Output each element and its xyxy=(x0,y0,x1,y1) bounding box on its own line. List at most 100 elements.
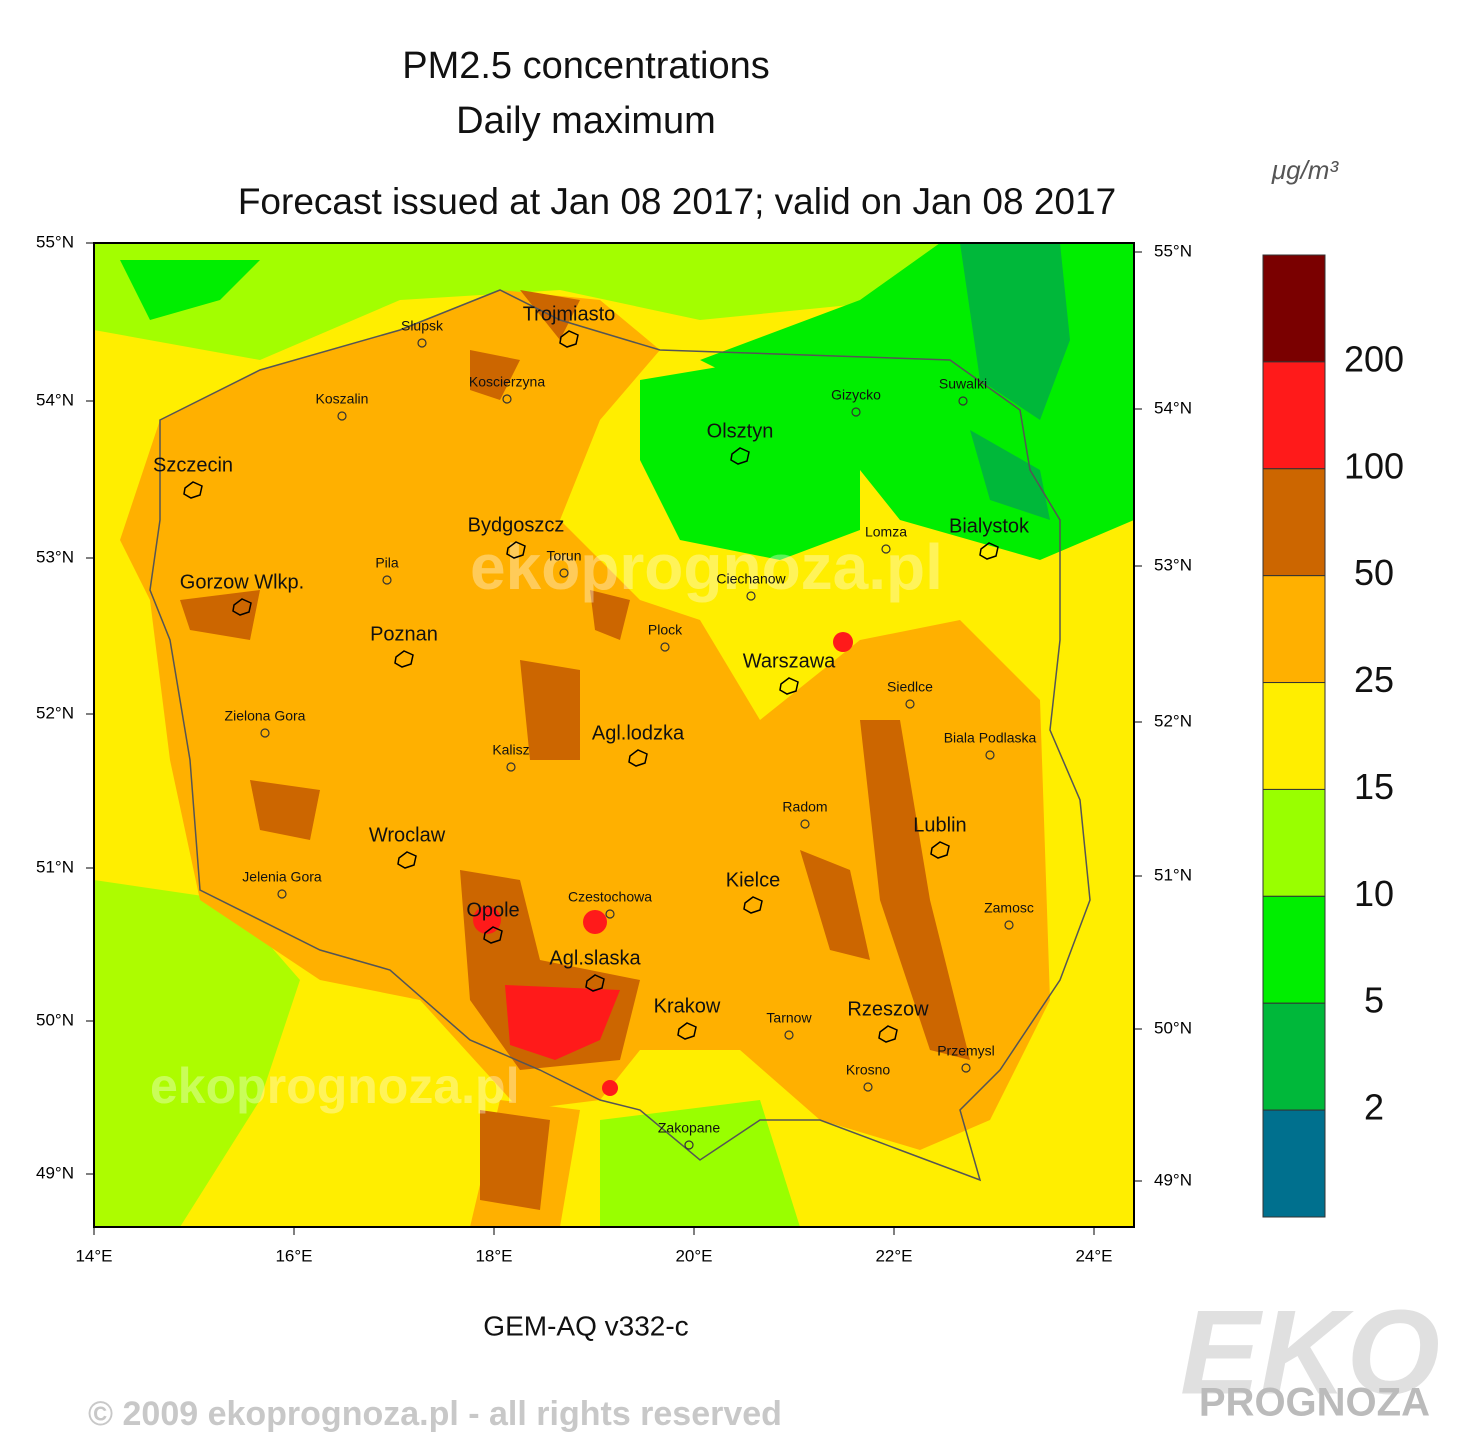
city-outline xyxy=(677,1022,697,1040)
city-label: Slupsk xyxy=(401,318,444,334)
colorbar-swatch xyxy=(1262,682,1326,790)
city-marker xyxy=(905,699,915,709)
colorbar-label: 2 xyxy=(1364,1087,1384,1128)
city-label: Krosno xyxy=(846,1062,891,1078)
colorbar-label: 25 xyxy=(1354,659,1394,700)
colorbar-label: 10 xyxy=(1354,873,1394,914)
city-outline xyxy=(878,1025,898,1043)
lat-label: 52°N xyxy=(36,703,74,722)
city-label: Kalisz xyxy=(492,742,529,758)
city-label: Szczecin xyxy=(153,454,233,476)
lon-label: 18°E xyxy=(475,1246,512,1265)
colorbar-swatch xyxy=(1262,254,1326,363)
colorbar-swatch xyxy=(1262,788,1326,897)
city-label: Zakopane xyxy=(658,1120,720,1136)
city-label: Wroclaw xyxy=(369,824,446,846)
city-outline xyxy=(559,330,579,348)
city-label: Agl.slaska xyxy=(549,947,641,969)
city-label: Poznan xyxy=(370,623,438,645)
city-marker xyxy=(502,394,512,404)
colorbar-unit: μg/m³ xyxy=(1271,155,1340,185)
city-label: Przemysl xyxy=(937,1043,995,1059)
lat-label: 49°N xyxy=(1154,1170,1192,1189)
city-marker xyxy=(337,411,347,421)
watermark: ekoprognoza.pl xyxy=(470,531,943,603)
city-marker xyxy=(260,728,270,738)
city-label: Lomza xyxy=(865,524,907,540)
city-marker xyxy=(382,575,392,585)
city-label: Ciechanow xyxy=(716,571,786,587)
subtitle: Daily maximum xyxy=(456,100,716,142)
city-label: Trojmiasto xyxy=(523,303,616,325)
city-label: Olsztyn xyxy=(707,420,774,442)
city-label: Bialystok xyxy=(949,515,1030,537)
colorbar-label: 5 xyxy=(1364,980,1384,1021)
colorbar-label: 15 xyxy=(1354,766,1394,807)
city-marker xyxy=(961,1063,971,1073)
lon-label: 20°E xyxy=(675,1246,712,1265)
city-marker xyxy=(660,642,670,652)
map-frame xyxy=(93,242,1135,1228)
colorbar-label: 100 xyxy=(1344,445,1404,486)
city-marker xyxy=(958,396,968,406)
colorbar-swatch xyxy=(1262,468,1326,577)
city-marker xyxy=(1004,920,1014,930)
city-label: Krakow xyxy=(654,995,721,1017)
city-label: Czestochowa xyxy=(568,889,652,905)
city-label: Rzeszow xyxy=(847,998,929,1020)
city-marker xyxy=(851,407,861,417)
city-label: Zielona Gora xyxy=(225,708,306,724)
lat-label: 53°N xyxy=(1154,555,1192,574)
city-marker xyxy=(863,1082,873,1092)
lat-label: 51°N xyxy=(1154,865,1192,884)
city-label: Opole xyxy=(466,899,519,921)
city-label: Bydgoszcz xyxy=(468,514,565,536)
city-label: Zamosc xyxy=(984,900,1034,916)
colorbar-swatch xyxy=(1262,575,1326,684)
colorbar-swatch xyxy=(1262,361,1326,470)
city-label: Biala Podlaska xyxy=(944,730,1037,746)
title: PM2.5 concentrations xyxy=(402,45,770,87)
city-marker xyxy=(559,568,569,578)
city-outline xyxy=(483,926,503,944)
lon-label: 24°E xyxy=(1075,1246,1112,1265)
city-label: Gorzow Wlkp. xyxy=(180,571,304,593)
lat-label: 53°N xyxy=(36,547,74,566)
city-marker xyxy=(985,750,995,760)
colorbar-label: 50 xyxy=(1354,552,1394,593)
logo-sub: PROGNOZA xyxy=(1199,1381,1430,1425)
lat-label: 54°N xyxy=(1154,398,1192,417)
city-marker xyxy=(684,1140,694,1150)
city-label: Plock xyxy=(648,622,683,638)
city-label: Koszalin xyxy=(316,391,369,407)
city-marker xyxy=(784,1030,794,1040)
colorbar-label: 200 xyxy=(1344,338,1404,379)
lat-label: 50°N xyxy=(36,1010,74,1029)
colorbar-swatch xyxy=(1262,1002,1326,1111)
city-outline xyxy=(394,650,414,668)
city-label: Jelenia Gora xyxy=(242,869,322,885)
city-marker xyxy=(800,819,810,829)
city-outline xyxy=(730,447,750,465)
city-outline xyxy=(585,974,605,992)
lon-label: 16°E xyxy=(275,1246,312,1265)
city-outline xyxy=(930,841,950,859)
lon-label: 22°E xyxy=(875,1246,912,1265)
lat-label: 50°N xyxy=(1154,1018,1192,1037)
city-label: Koscierzyna xyxy=(469,374,545,390)
city-outline xyxy=(743,896,763,914)
city-outline xyxy=(628,749,648,767)
city-label: Gizycko xyxy=(831,387,881,403)
lat-label: 51°N xyxy=(36,857,74,876)
lat-label: 55°N xyxy=(1154,241,1192,260)
model-label: GEM-AQ v332-c xyxy=(483,1310,688,1341)
logo: EKO xyxy=(1180,1286,1440,1420)
city-label: Siedlce xyxy=(887,679,933,695)
city-outline xyxy=(779,677,799,695)
city-marker xyxy=(881,544,891,554)
lat-label: 52°N xyxy=(1154,711,1192,730)
city-marker xyxy=(277,889,287,899)
city-outline xyxy=(506,541,526,559)
city-label: Kielce xyxy=(726,869,780,891)
